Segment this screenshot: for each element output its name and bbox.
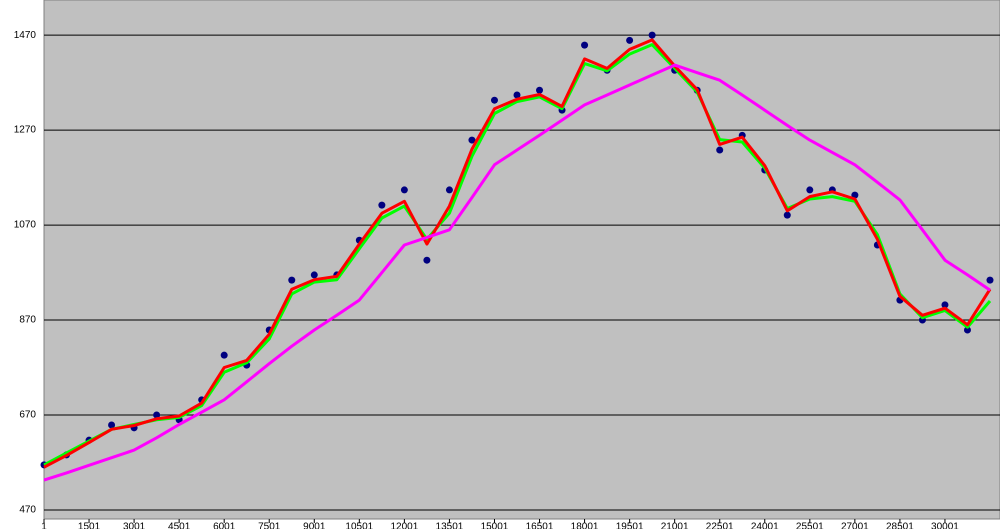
data-point [581,41,589,49]
x-tick-label: 4501 [168,522,191,529]
data-point [288,276,296,284]
x-tick-label: 25501 [796,522,824,529]
data-point [445,186,453,194]
series-line [43,38,992,469]
x-tick-label: 24001 [751,522,779,529]
x-tick-label: 22501 [706,522,734,529]
data-point [310,271,318,279]
y-tick-label: 1470 [14,30,37,41]
x-tick-label: 1 [41,522,47,529]
y-tick-label: 470 [19,505,36,516]
x-tick-label: 9001 [303,522,326,529]
data-point [783,211,791,219]
y-tick-label: 670 [19,410,36,421]
plot-area [43,0,1000,520]
x-tick-label: 21001 [661,522,689,529]
data-point [108,421,116,429]
y-tick-label: 870 [19,315,36,326]
data-point [626,36,634,44]
data-point [986,276,994,284]
x-tick-label: 12001 [390,522,418,529]
x-tick-label: 28501 [886,522,914,529]
x-tick-label: 1501 [78,522,101,529]
data-point [468,136,476,144]
x-tick-label: 10501 [345,522,373,529]
data-point [963,326,971,334]
data-point [941,301,949,309]
series-line [43,43,992,467]
x-tick-label: 13501 [436,522,464,529]
data-point [400,186,408,194]
y-tick-label: 1270 [14,125,37,136]
data-point [648,31,656,39]
data-point [220,351,228,359]
data-point [423,256,431,264]
y-tick-label: 1070 [14,220,37,231]
x-tick-label: 16501 [526,522,554,529]
data-point [716,146,724,154]
series-line [43,63,991,482]
data-point [153,411,161,419]
x-tick-label: 18001 [571,522,599,529]
x-tick-label: 6001 [213,522,236,529]
data-point [806,186,814,194]
x-tick-label: 3001 [123,522,146,529]
x-tick-label: 19501 [616,522,644,529]
data-point [490,96,498,104]
data-point [378,201,386,209]
data-point [536,86,544,94]
x-tick-label: 7501 [258,522,281,529]
x-tick-label: 15001 [481,522,509,529]
data-point [513,91,521,99]
x-tick-label: 27001 [841,522,869,529]
x-tick-label: 30001 [931,522,959,529]
